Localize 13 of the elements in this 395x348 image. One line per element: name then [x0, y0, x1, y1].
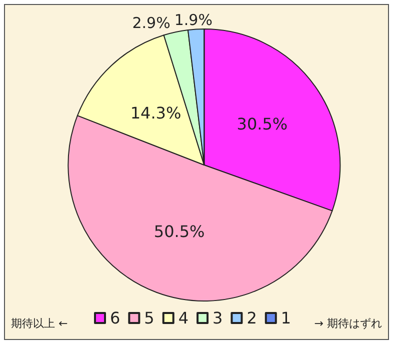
legend-label: 1	[280, 308, 292, 328]
data-label: 1.9%	[174, 11, 212, 30]
data-label: 50.5%	[154, 222, 205, 242]
text: 期待以上 ←	[11, 317, 68, 330]
legend-label: 6	[110, 308, 120, 328]
data-label: 30.5%	[236, 114, 288, 134]
legend-label: 2	[246, 308, 257, 328]
legend-label: 4	[178, 308, 189, 328]
data-label: 14.3%	[130, 104, 182, 123]
text: → 期待はずれ	[314, 317, 382, 330]
data-label: 2.9%	[132, 14, 170, 32]
legend-label: 5	[144, 308, 154, 328]
legend-label: 3	[212, 308, 223, 328]
